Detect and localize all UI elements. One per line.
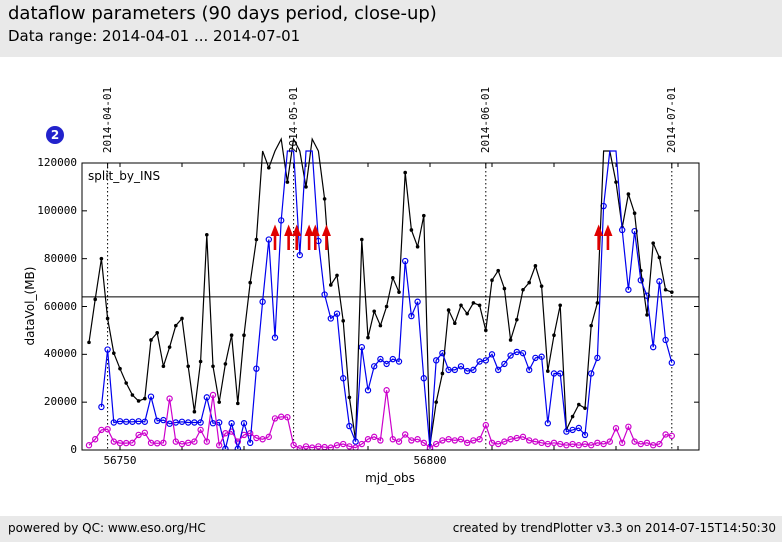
date-gridline-label: 2014-06-01 bbox=[478, 86, 492, 154]
saturation-arrow-icon bbox=[304, 224, 314, 250]
page-title: dataflow parameters (90 days period, clo… bbox=[8, 3, 437, 24]
header-bar: dataflow parameters (90 days period, clo… bbox=[0, 0, 782, 57]
plot-number-badge[interactable]: 2 bbox=[46, 126, 64, 144]
x-tick-label: 56750 bbox=[103, 454, 137, 467]
saturation-arrow-icon bbox=[594, 224, 604, 250]
date-gridline-label: 2014-05-01 bbox=[286, 86, 300, 154]
footer-created-by: created by trendPlotter v3.3 on 2014-07-… bbox=[452, 521, 776, 535]
y-tick-label: 100000 bbox=[37, 203, 77, 217]
saturation-arrow-icon bbox=[603, 224, 613, 250]
footer-bar: powered by QC: www.eso.org/HC created by… bbox=[0, 516, 782, 542]
saturation-arrow-icon bbox=[321, 224, 331, 250]
y-tick-label: 40000 bbox=[43, 347, 77, 361]
y-tick-label: 60000 bbox=[43, 299, 77, 313]
y-tick-label: 20000 bbox=[43, 395, 77, 409]
saturation-arrow-icon bbox=[292, 224, 302, 250]
x-tick-label: 56800 bbox=[413, 454, 447, 467]
x-axis-label: mjd_obs bbox=[365, 471, 415, 485]
saturation-arrow-icon bbox=[310, 224, 320, 250]
plot-area bbox=[81, 137, 700, 451]
saturation-arrow-icon bbox=[270, 224, 280, 250]
split-by-ins-label: split_by_INS bbox=[88, 169, 161, 183]
chart-figure: 2 split_by_INS mjd_obs dataVol_(MB) 0 200… bbox=[0, 57, 782, 516]
saturation-arrow-icon bbox=[284, 224, 294, 250]
y-tick-label: 0 bbox=[70, 443, 77, 456]
y-tick-label: 80000 bbox=[43, 251, 77, 265]
series-line-total bbox=[88, 137, 673, 446]
series-line-ins-blue bbox=[100, 150, 673, 449]
date-gridline-label: 2014-07-01 bbox=[664, 86, 678, 154]
series-group bbox=[85, 165, 676, 450]
footer-powered-by: powered by QC: www.eso.org/HC bbox=[8, 521, 206, 535]
y-tick-label: 120000 bbox=[37, 156, 77, 169]
plot-frame bbox=[81, 162, 700, 451]
data-range-subtitle: Data range: 2014-04-01 ... 2014-07-01 bbox=[8, 27, 301, 45]
date-gridline-label: 2014-04-01 bbox=[100, 86, 114, 154]
series-line-ins-magenta bbox=[88, 390, 672, 449]
